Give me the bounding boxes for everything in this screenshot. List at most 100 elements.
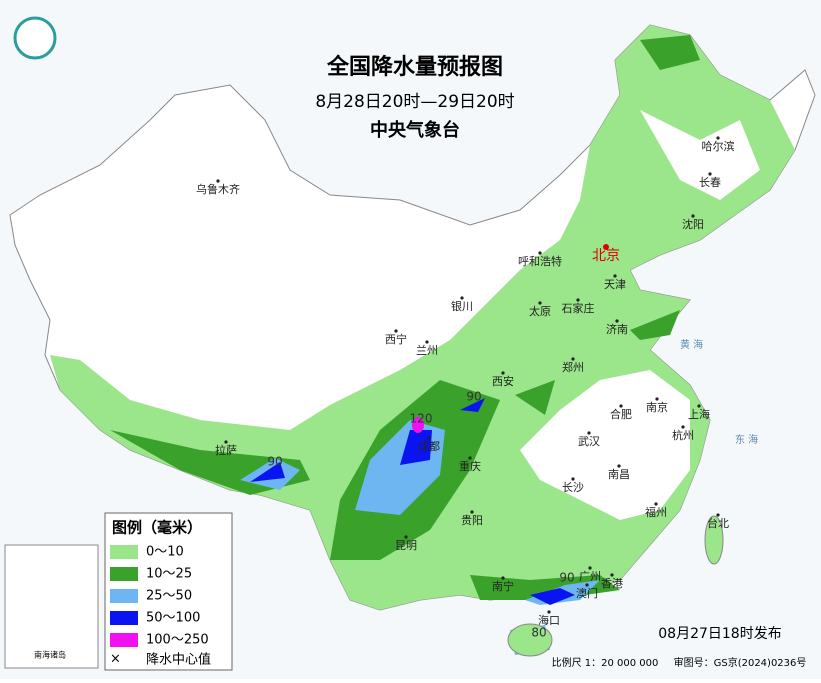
scale: 比例尺 1：20 000 000: [552, 656, 659, 669]
city-label: 台北: [707, 516, 729, 530]
rain-center: 80: [531, 626, 546, 640]
legend-label: 50～100: [146, 611, 200, 626]
city-label: 拉萨: [215, 443, 237, 457]
city-dot: [654, 502, 658, 506]
legend-swatch: [110, 611, 138, 625]
legend-swatch: [110, 567, 138, 581]
sea-label: 黄 海: [680, 338, 703, 351]
city-label: 银川: [451, 299, 473, 313]
dry-area: [520, 370, 690, 520]
legend-center-icon: ×: [110, 652, 121, 667]
city-dot: [588, 566, 592, 570]
legend-title: 图例（毫米）: [112, 519, 202, 537]
city-label: 石家庄: [562, 301, 595, 315]
rain-center: 90: [267, 455, 282, 469]
city-label: 成都: [418, 440, 440, 453]
legend-swatch: [110, 633, 138, 647]
city-label: 南昌: [608, 468, 630, 481]
rain-center: 90: [559, 571, 574, 585]
city-label: 乌鲁木齐: [196, 182, 240, 196]
city-label: 济南: [606, 322, 628, 336]
legend-label: 10～25: [146, 567, 192, 582]
city-label: 郑州: [562, 360, 584, 374]
city-label: 香港: [601, 577, 623, 590]
city-label: 西安: [492, 374, 514, 388]
city-dot: [697, 404, 701, 408]
city-dot: [613, 274, 617, 278]
city-label: 海口: [538, 613, 560, 627]
city-dot: [716, 136, 720, 140]
city-dot: [585, 583, 589, 587]
city-dot: [470, 510, 474, 514]
city-label: 呼和浩特: [518, 254, 562, 268]
city-label: 哈尔滨: [702, 139, 735, 153]
city-dot: [716, 513, 720, 517]
city-dot: [576, 298, 580, 302]
city-dot: [617, 464, 621, 468]
logo: [13, 16, 57, 60]
city-dot: [603, 244, 609, 250]
rain-100-250: [412, 417, 424, 433]
legend-swatch: [110, 589, 138, 603]
sea-label: 东 海: [735, 433, 758, 446]
city-dot: [610, 573, 614, 577]
city-label: 长沙: [562, 481, 584, 494]
city-dot: [538, 251, 542, 255]
legend-center: 降水中心值: [146, 652, 211, 668]
city-label: 福州: [645, 505, 667, 519]
city-dot: [468, 456, 472, 460]
hainan: [507, 623, 553, 657]
city-label: 西宁: [385, 332, 407, 346]
city-dot: [547, 610, 551, 614]
city-label: 南宁: [492, 579, 514, 593]
city-label: 南京: [646, 400, 668, 414]
legend-swatch: [110, 545, 138, 559]
city-dot: [691, 214, 695, 218]
city-label: 贵阳: [461, 514, 483, 527]
city-label: 武汉: [578, 435, 600, 448]
city-dot: [681, 425, 685, 429]
city-dot: [404, 535, 408, 539]
legend-label: 0～10: [146, 545, 184, 560]
period: 8月28日20时—29日20时: [315, 92, 514, 112]
city-dot: [587, 431, 591, 435]
agency: 中央气象台: [370, 119, 460, 141]
city-dot: [427, 436, 431, 440]
rain-25-50: [240, 420, 600, 655]
city-dot: [538, 301, 542, 305]
city-dot: [224, 440, 228, 444]
city-dot: [460, 296, 464, 300]
city-dot: [501, 371, 505, 375]
city-dot: [619, 404, 623, 408]
legend-label: 25～50: [146, 589, 192, 604]
city-label: 广州: [579, 570, 601, 583]
city-label: 兰州: [416, 344, 438, 357]
city-label: 重庆: [459, 459, 481, 473]
rain-10-25: [110, 35, 700, 600]
city-dot: [571, 357, 575, 361]
city-label: 上海: [688, 407, 710, 421]
city-dot: [216, 179, 220, 183]
city-label: 长春: [699, 176, 721, 189]
city-label: 北京: [592, 248, 620, 264]
city-dot: [571, 477, 575, 481]
city-label: 合肥: [610, 407, 632, 421]
city-dot: [655, 397, 659, 401]
rain-center: 90: [466, 390, 481, 404]
inset-map: [4, 544, 99, 669]
inset-label: 南海诸岛: [34, 650, 66, 660]
city-label: 天津: [604, 278, 626, 291]
city-label: 杭州: [672, 428, 694, 442]
city-dot: [501, 576, 505, 580]
city-dot: [615, 319, 619, 323]
city-dot: [708, 172, 712, 176]
city-label: 澳门: [576, 586, 598, 600]
city-dot: [425, 340, 429, 344]
legend-label: 100～250: [146, 633, 209, 648]
city-label: 太原: [529, 305, 551, 318]
approval: 审图号：GS京(2024)0236号: [674, 656, 807, 669]
dry-area: [640, 110, 760, 200]
city-dot: [394, 329, 398, 333]
title: 全国降水量预报图: [326, 54, 503, 80]
